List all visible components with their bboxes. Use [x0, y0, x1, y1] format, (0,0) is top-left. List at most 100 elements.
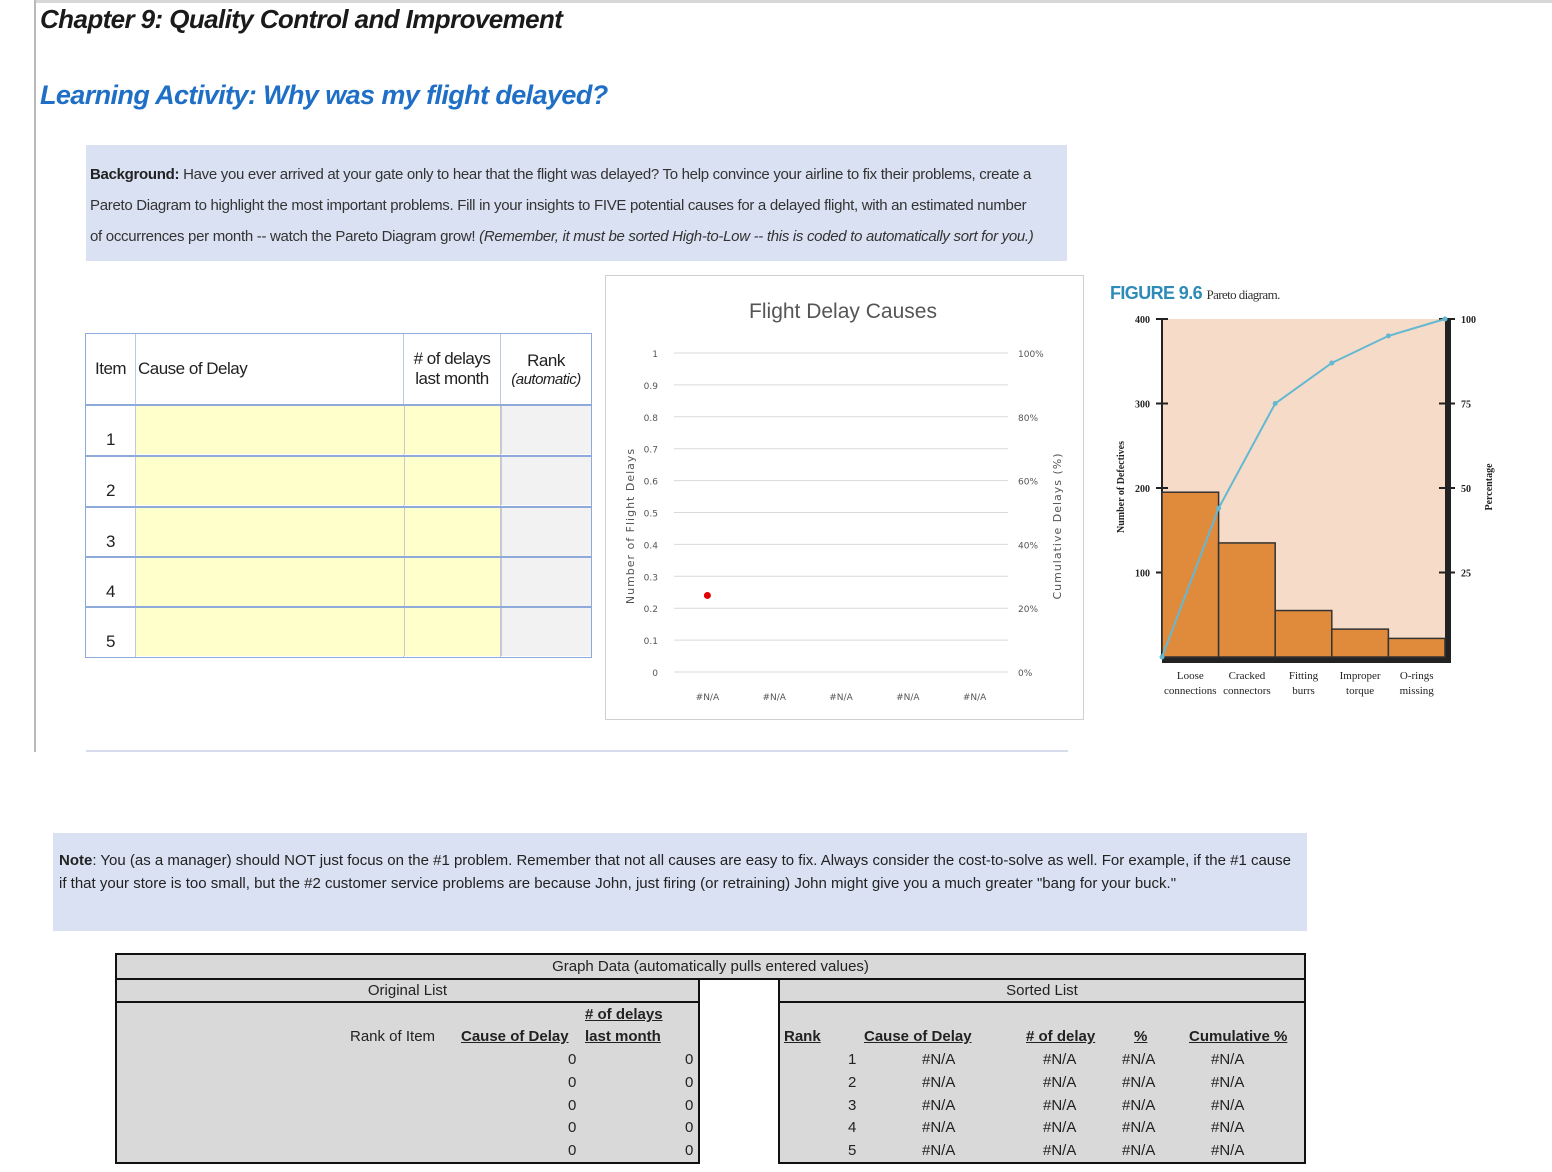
header-delays: # of delays last month [413, 349, 491, 388]
input-row: 1 [86, 404, 591, 454]
x-tick-label: #N/A [829, 693, 853, 703]
delays-input-cell[interactable] [404, 406, 500, 454]
y-tick-label: 0.1 [644, 637, 658, 647]
delays-input-cell[interactable] [404, 508, 500, 556]
rank-cell [501, 558, 591, 606]
pareto-cumulative-point [1216, 505, 1222, 511]
rank-cell [501, 508, 591, 556]
figure-caption: FIGURE 9.6 Pareto diagram. [1110, 283, 1280, 304]
y2-tick-label: 40% [1018, 541, 1038, 551]
y-tick-label: 0.8 [644, 414, 659, 424]
pareto-cumulative-point [1329, 360, 1335, 366]
input-row: 4 [86, 556, 591, 606]
pareto-bar [1387, 637, 1446, 658]
sorted-cause-cell: #N/A [922, 1051, 956, 1068]
sorted-delays-cell: #N/A [1043, 1097, 1077, 1114]
pareto-category-label: Improper torque [1340, 670, 1381, 697]
header-cause: Cause of Delay [138, 359, 248, 378]
flight-delay-chart: Flight Delay Causes Number of Flight Del… [605, 275, 1084, 720]
pareto-cumulative-point [1442, 316, 1448, 322]
y2-tick-label: 0% [1018, 669, 1033, 679]
delays-input-cell[interactable] [404, 457, 500, 505]
orig-cause-cell: 0 [568, 1119, 577, 1136]
rank-cell [501, 608, 591, 656]
row-item-number: 4 [106, 582, 116, 601]
sorted-rank-cell: 5 [848, 1142, 857, 1159]
delays-input-cell[interactable] [404, 608, 500, 656]
rank-cell [501, 457, 591, 505]
sorted-pct-cell: #N/A [1122, 1142, 1156, 1159]
pareto-category-label: Fitting burrs [1289, 670, 1319, 697]
y-tick-label: 0.7 [644, 446, 658, 456]
note-text: : You (as a manager) should NOT just foc… [59, 852, 1291, 892]
background-box: Background: Have you ever arrived at you… [86, 145, 1067, 261]
sorted-cause-cell: #N/A [922, 1097, 956, 1114]
pareto-y-tick-label: 300 [1135, 400, 1150, 411]
pareto-y-tick-label: 200 [1135, 484, 1150, 495]
background-line-2: Pareto Diagram to highlight the most imp… [90, 197, 1027, 214]
x-tick-label: #N/A [762, 693, 786, 703]
sorted-header-cause: Cause of Delay [864, 1028, 972, 1045]
orig-cause-cell: 0 [568, 1097, 577, 1114]
x-tick-label: #N/A [696, 693, 720, 703]
pareto-y2-label: Percentage [1484, 463, 1495, 511]
orig-delays-cell: 0 [685, 1142, 694, 1159]
orig-delays-cell: 0 [685, 1119, 694, 1136]
y-tick-label: 0.4 [644, 541, 659, 551]
sorted-pct-cell: #N/A [1122, 1051, 1156, 1068]
sorted-cause-cell: #N/A [922, 1119, 956, 1136]
orig-header-cause: Cause of Delay [461, 1028, 569, 1045]
orig-delays-cell: 0 [685, 1097, 694, 1114]
sorted-cumulative-cell: #N/A [1211, 1051, 1245, 1068]
sorted-delays-cell: #N/A [1043, 1074, 1077, 1091]
delays-input-cell[interactable] [404, 558, 500, 606]
orig-cause-cell: 0 [568, 1051, 577, 1068]
sorted-delays-cell: #N/A [1043, 1119, 1077, 1136]
pareto-y-tick-label: 100 [1135, 569, 1150, 580]
x-tick-label: #N/A [896, 693, 920, 703]
sorted-cause-cell: #N/A [922, 1142, 956, 1159]
cause-input-cell[interactable] [136, 508, 453, 556]
sorted-pct-cell: #N/A [1122, 1097, 1156, 1114]
pareto-cumulative-point [1272, 401, 1278, 406]
orig-delays-cell: 0 [685, 1074, 694, 1091]
sorted-rank-cell: 3 [848, 1097, 857, 1114]
input-row: 2 [86, 455, 591, 505]
y-tick-label: 0.2 [644, 605, 658, 615]
background-line-1: Background: Have you ever arrived at you… [90, 166, 1032, 183]
data-point-marker [703, 591, 711, 599]
sorted-pct-cell: #N/A [1122, 1074, 1156, 1091]
pareto-category-label: O-rings missing [1400, 670, 1435, 697]
flight-delay-chart-svg: Flight Delay Causes Number of Flight Del… [624, 300, 1064, 703]
sorted-header-cumulative: Cumulative % [1189, 1028, 1288, 1045]
sorted-rank-cell: 2 [848, 1074, 857, 1091]
sorted-header-pct: % [1134, 1028, 1148, 1045]
cause-input-cell[interactable] [136, 406, 453, 454]
sheet-top-border [34, 0, 1552, 3]
sheet-left-border [34, 0, 36, 752]
sorted-cumulative-cell: #N/A [1211, 1142, 1245, 1159]
pareto-cumulative-point [1385, 333, 1391, 339]
header-rank: Rank (automatic) [511, 350, 581, 388]
row-item-number: 3 [106, 532, 116, 551]
cause-input-cell[interactable] [136, 457, 453, 505]
orig-cause-cell: 0 [568, 1142, 577, 1159]
y-axis-label: Number of Flight Delays [624, 448, 637, 604]
sorted-delays-cell: #N/A [1043, 1142, 1077, 1159]
original-list-table: Original List # of delays Rank of Item C… [115, 978, 700, 1164]
input-row: 3 [86, 506, 591, 556]
sorted-header-rank: Rank [784, 1028, 821, 1045]
sorted-pct-cell: #N/A [1122, 1119, 1156, 1136]
cause-input-cell[interactable] [136, 608, 453, 656]
orig-cause-cell: 0 [568, 1074, 577, 1091]
sorted-header-delays: # of delay [1026, 1028, 1096, 1045]
pareto-y-tick-label: 400 [1135, 315, 1150, 326]
pareto-category-label: Loose connections [1164, 670, 1217, 697]
x-tick-label: #N/A [963, 693, 987, 703]
sorted-rank-cell: 4 [848, 1119, 857, 1136]
orig-delays-cell: 0 [685, 1051, 694, 1068]
orig-header-delays-2: last month [585, 1028, 661, 1045]
pareto-right-axis [1445, 319, 1451, 663]
section-divider [86, 750, 1068, 752]
cause-input-cell[interactable] [136, 558, 453, 606]
